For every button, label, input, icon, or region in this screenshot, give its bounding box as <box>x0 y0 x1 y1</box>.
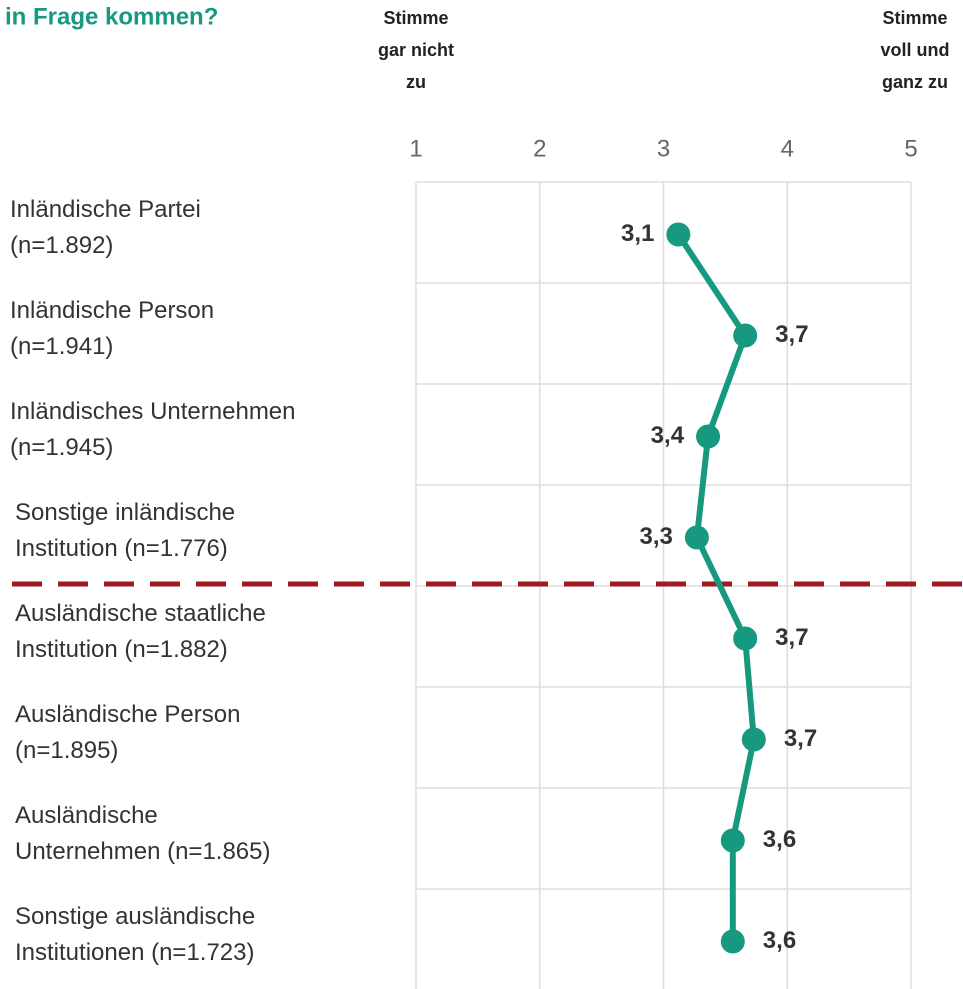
value-label: 3,4 <box>651 422 685 449</box>
scale-label: Stimme <box>383 8 448 28</box>
x-tick-label: 3 <box>657 135 670 162</box>
category-label: (n=1.941) <box>10 333 113 360</box>
x-tick-label: 4 <box>781 135 794 162</box>
value-label: 3,3 <box>640 523 673 550</box>
category-label: Institutionen (n=1.723) <box>15 939 255 966</box>
point <box>733 323 758 348</box>
point <box>741 727 766 752</box>
category-label: Unternehmen (n=1.865) <box>15 838 271 865</box>
category-label: (n=1.895) <box>15 737 118 764</box>
value-label: 3,6 <box>763 927 796 954</box>
value-label: 3,7 <box>784 725 817 752</box>
point <box>696 424 721 449</box>
scale-label: Stimme <box>882 8 947 28</box>
point <box>720 929 745 954</box>
category-label: Ausländische Person <box>15 701 240 728</box>
x-tick-label: 5 <box>904 135 917 162</box>
category-label: Institution (n=1.882) <box>15 636 228 663</box>
category-label: (n=1.945) <box>10 434 113 461</box>
value-label: 3,7 <box>775 624 808 651</box>
category-label: Institution (n=1.776) <box>15 535 228 562</box>
category-label: Sonstige inländische <box>15 499 235 526</box>
x-tick-label: 1 <box>409 135 422 162</box>
category-label: (n=1.892) <box>10 232 113 259</box>
x-tick-label: 2 <box>533 135 546 162</box>
scale-label: ganz zu <box>882 72 948 92</box>
scale-label: gar nicht <box>378 40 454 60</box>
point <box>666 222 691 247</box>
profile-line <box>675 232 757 942</box>
category-label: Inländische Partei <box>10 196 201 223</box>
category-label: Sonstige ausländische <box>15 903 255 930</box>
category-label: Inländische Person <box>10 297 214 324</box>
point <box>684 525 709 550</box>
category-label: Inländisches Unternehmen <box>10 398 296 425</box>
category-label: Ausländische staatliche <box>15 600 266 627</box>
chart-title: in Frage kommen? <box>5 3 218 30</box>
category-label: Ausländische <box>15 802 158 829</box>
value-label: 3,6 <box>763 826 796 853</box>
scale-label: voll und <box>881 40 950 60</box>
point <box>733 626 758 651</box>
value-label: 3,1 <box>621 220 654 247</box>
value-label: 3,7 <box>775 321 808 348</box>
point <box>720 828 745 853</box>
scale-label: zu <box>406 72 426 92</box>
